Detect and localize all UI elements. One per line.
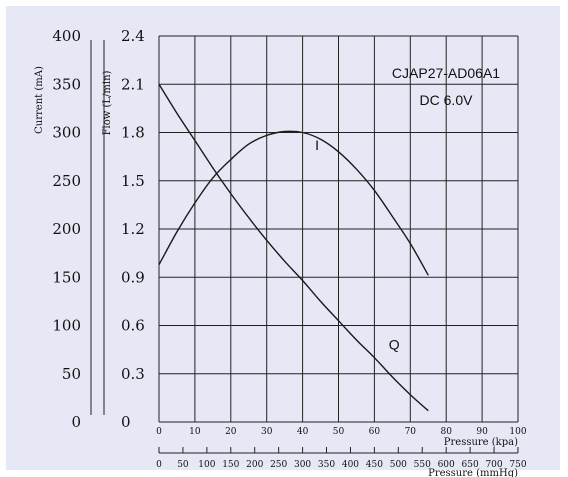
x2-tick-label: 500 <box>390 460 407 470</box>
x2-tick-label: 0 <box>156 460 162 470</box>
tick-labels: 05010015020025030035040000.30.60.91.21.5… <box>52 27 526 470</box>
x-tick-label: 20 <box>225 427 237 437</box>
y-current-axis-title: Current (mA) <box>34 66 45 134</box>
x2-tick-label: 400 <box>342 460 359 470</box>
series-line-q <box>158 83 429 412</box>
grid <box>158 35 519 423</box>
x2-tick-label: 750 <box>509 460 526 470</box>
y-current-tick-label: 250 <box>52 172 81 190</box>
x2-tick-label: 350 <box>318 460 335 470</box>
x-tick-label: 40 <box>297 427 309 437</box>
y-flow-tick-label: 2.4 <box>121 27 145 45</box>
x-tick-label: 70 <box>405 427 417 437</box>
y-flow-tick-label: 1.8 <box>121 124 145 142</box>
x2-tick-label: 200 <box>246 460 263 470</box>
x2-tick-label: 150 <box>222 460 239 470</box>
y-current-tick-label: 50 <box>62 365 81 383</box>
y-flow-tick-label: 2.1 <box>121 75 145 93</box>
y-flow-tick-label: 0.3 <box>121 365 145 383</box>
y-flow-tick-label: 0.6 <box>121 317 145 335</box>
x-tick-label: 10 <box>189 427 201 437</box>
x2-tick-label: 550 <box>414 460 431 470</box>
y-flow-tick-label: 0.9 <box>121 268 145 286</box>
series-label-i: I <box>315 137 319 153</box>
x2-tick-label: 250 <box>270 460 287 470</box>
x-tick-label: 100 <box>509 427 526 437</box>
x2-axis-title: Pressure (mmHg) <box>428 468 518 477</box>
y-current-tick-label: 300 <box>52 124 81 142</box>
y-current-tick-label: 350 <box>52 75 81 93</box>
x2-tick-label: 450 <box>366 460 383 470</box>
y-current-tick-label: 200 <box>52 220 81 238</box>
y-flow-tick-label: 1.5 <box>121 172 145 190</box>
x-tick-label: 50 <box>333 427 345 437</box>
y-current-tick-label: 150 <box>52 268 81 286</box>
y-flow-axis-title: Flow (L/min) <box>102 70 113 135</box>
model-label: CJAP27-AD06A1 <box>392 65 500 81</box>
voltage-label: DC 6.0V <box>420 92 474 108</box>
y-current-tick-label: 400 <box>52 27 81 45</box>
x-axis-title: Pressure (kpa) <box>444 437 518 448</box>
y-current-tick-label: 100 <box>52 317 81 335</box>
x2-tick-label: 100 <box>198 460 215 470</box>
axes <box>90 40 519 454</box>
x2-tick-label: 50 <box>177 460 189 470</box>
x-tick-label: 30 <box>261 427 273 437</box>
x2-tick-label: 650 <box>462 460 479 470</box>
chart-panel <box>6 6 560 470</box>
x2-tick-label: 300 <box>294 460 311 470</box>
x-tick-label: 60 <box>369 427 381 437</box>
x-tick-label: 90 <box>476 427 488 437</box>
y-current-tick-label: 0 <box>71 413 81 431</box>
series-lines <box>158 83 429 412</box>
x-tick-label: 0 <box>156 427 162 437</box>
x-tick-label: 80 <box>440 427 452 437</box>
x2-tick-label: 700 <box>485 460 502 470</box>
y-flow-tick-label: 1.2 <box>121 220 145 238</box>
series-label-q: Q <box>389 337 400 353</box>
series-line-i <box>158 130 429 276</box>
x2-tick-label: 600 <box>438 460 455 470</box>
y-flow-tick-label: 0 <box>121 413 131 431</box>
